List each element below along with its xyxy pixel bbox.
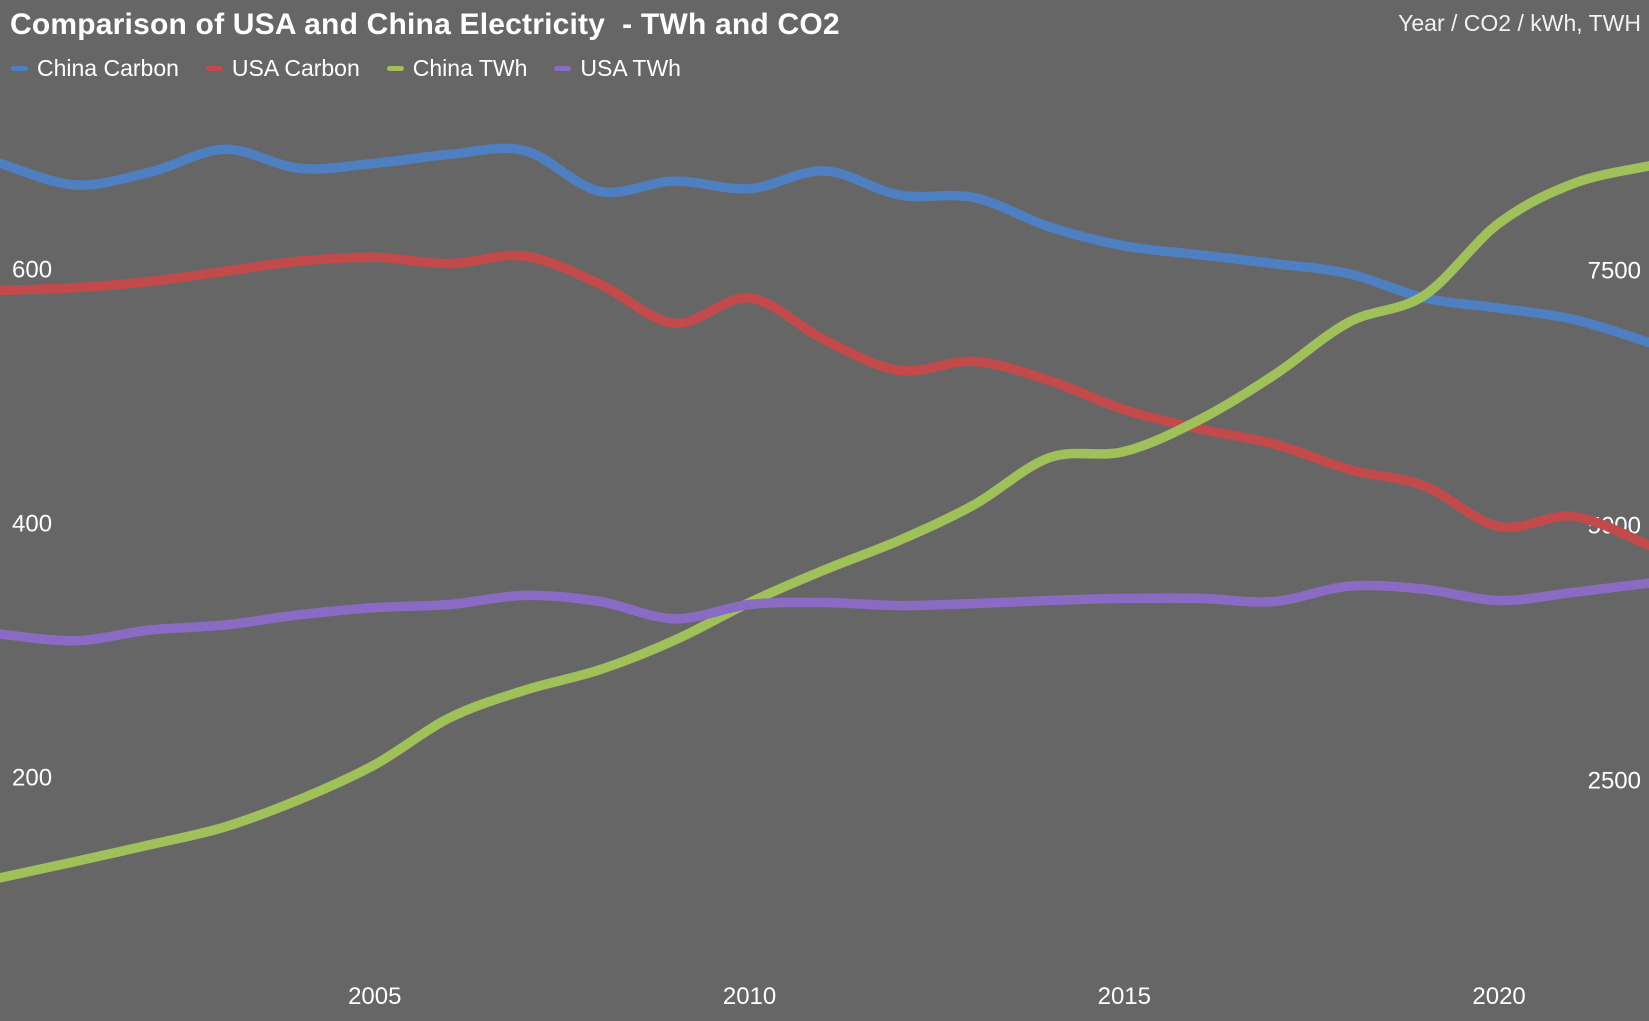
axis-note: Year / CO2 / kWh, TWH — [1398, 10, 1641, 36]
y-axis-tick-left-400: 400 — [12, 511, 52, 538]
legend-label-usa-twh: USA TWh — [580, 55, 681, 81]
page-title: Comparison of USA and China Electricity … — [10, 8, 840, 41]
legend-item-china-carbon: China Carbon — [11, 55, 179, 82]
y-axis-tick-right-7500: 7500 — [1588, 258, 1641, 285]
series-line-usa-carbon — [0, 250, 1649, 551]
legend-label-china-carbon: China Carbon — [37, 55, 179, 81]
legend-item-usa-carbon: USA Carbon — [205, 55, 360, 82]
legend: China Carbon USA Carbon China TWh USA TW… — [11, 55, 681, 82]
legend-swatch-china-twh — [386, 66, 404, 71]
legend-label-china-twh: China TWh — [412, 55, 528, 81]
legend-label-usa-carbon: USA Carbon — [231, 55, 360, 81]
y-axis-tick-right-2500: 2500 — [1588, 768, 1641, 795]
x-axis-tick-2005: 2005 — [348, 983, 401, 1010]
legend-item-china-twh: China TWh — [386, 55, 528, 82]
x-axis-tick-2010: 2010 — [723, 983, 776, 1010]
legend-swatch-usa-twh — [554, 66, 572, 71]
y-axis-tick-left-600: 600 — [12, 257, 52, 284]
legend-swatch-china-carbon — [11, 66, 28, 71]
legend-swatch-usa-carbon — [205, 66, 223, 71]
x-axis-tick-2015: 2015 — [1098, 983, 1151, 1010]
x-axis-tick-2020: 2020 — [1472, 983, 1525, 1010]
y-axis-tick-left-200: 200 — [12, 765, 52, 792]
legend-item-usa-twh: USA TWh — [554, 55, 681, 82]
series-line-china-twh — [0, 161, 1649, 883]
series-line-usa-twh — [0, 578, 1649, 646]
series-line-china-carbon — [0, 143, 1649, 348]
